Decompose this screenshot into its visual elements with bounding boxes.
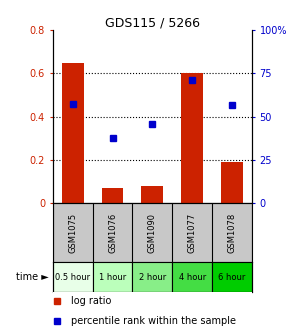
Bar bbox=[212, 262, 252, 292]
Bar bbox=[181, 74, 203, 203]
Text: 6 hour: 6 hour bbox=[218, 273, 246, 282]
Text: log ratio: log ratio bbox=[71, 296, 111, 306]
Bar bbox=[142, 186, 163, 203]
Text: GSM1078: GSM1078 bbox=[228, 213, 236, 253]
Bar bbox=[172, 262, 212, 292]
Bar bbox=[62, 62, 84, 203]
Text: 4 hour: 4 hour bbox=[178, 273, 206, 282]
Text: 1 hour: 1 hour bbox=[99, 273, 126, 282]
Title: GDS115 / 5266: GDS115 / 5266 bbox=[105, 16, 200, 29]
Text: 2 hour: 2 hour bbox=[139, 273, 166, 282]
Bar bbox=[132, 262, 172, 292]
Bar bbox=[93, 262, 132, 292]
Text: GSM1075: GSM1075 bbox=[68, 213, 77, 253]
Text: GSM1077: GSM1077 bbox=[188, 213, 197, 253]
Text: time ►: time ► bbox=[16, 272, 49, 282]
Bar bbox=[221, 162, 243, 203]
Text: 0.5 hour: 0.5 hour bbox=[55, 273, 90, 282]
Text: GSM1090: GSM1090 bbox=[148, 213, 157, 253]
Bar bbox=[53, 262, 93, 292]
Bar bbox=[102, 188, 123, 203]
Text: percentile rank within the sample: percentile rank within the sample bbox=[71, 316, 236, 326]
Text: GSM1076: GSM1076 bbox=[108, 213, 117, 253]
